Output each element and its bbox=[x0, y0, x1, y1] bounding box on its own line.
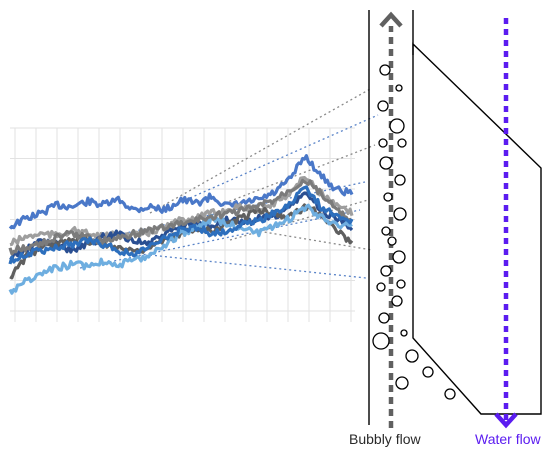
bubble bbox=[405, 349, 419, 363]
bubble bbox=[383, 192, 393, 202]
dotted-link-line bbox=[149, 254, 367, 279]
downcomer-outline bbox=[412, 42, 542, 415]
bubble bbox=[391, 295, 403, 307]
water-flow-arrow-head bbox=[494, 412, 518, 429]
bubble bbox=[379, 156, 393, 170]
dotted-link-line bbox=[239, 227, 373, 251]
dotted-link-line bbox=[229, 199, 369, 241]
bubble bbox=[372, 332, 390, 350]
series-line bbox=[8, 154, 354, 230]
bubble bbox=[387, 236, 397, 246]
bubble bbox=[397, 138, 407, 148]
series-line bbox=[8, 178, 354, 256]
dotted-link-line bbox=[189, 114, 379, 199]
bubble bbox=[389, 118, 405, 134]
bubble bbox=[377, 100, 389, 112]
series-line bbox=[8, 203, 353, 295]
bubble bbox=[378, 138, 388, 148]
bubble-group bbox=[372, 64, 456, 400]
bubble bbox=[381, 226, 391, 236]
bubbly-flow-label: Bubbly flow bbox=[349, 431, 421, 447]
chart-series bbox=[8, 154, 354, 295]
bubble bbox=[380, 265, 392, 277]
water-flow-label: Water flow bbox=[475, 431, 541, 447]
bubble bbox=[376, 282, 386, 292]
bubble bbox=[392, 250, 406, 264]
bubble bbox=[393, 207, 407, 221]
bubble bbox=[394, 174, 406, 186]
bubble bbox=[395, 84, 403, 92]
bubble bbox=[396, 279, 406, 289]
bubble bbox=[395, 376, 409, 390]
bubble bbox=[400, 329, 408, 337]
series-line bbox=[8, 185, 354, 265]
bubble bbox=[379, 64, 391, 76]
bubble bbox=[378, 312, 390, 324]
chart-grid bbox=[10, 127, 355, 322]
bubble bbox=[444, 388, 456, 400]
bubble bbox=[422, 366, 434, 378]
bubbly-flow-arrow-head bbox=[379, 11, 403, 28]
